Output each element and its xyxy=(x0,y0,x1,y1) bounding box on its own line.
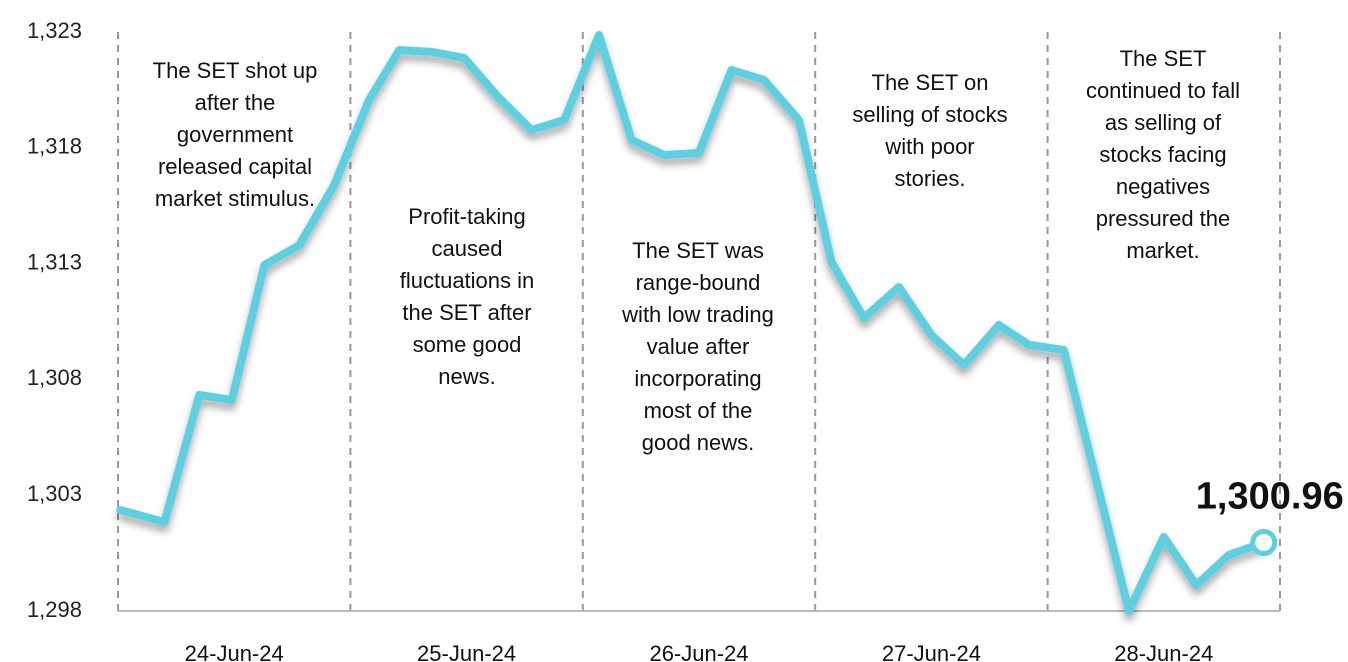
x-tick-label: 26-Jun-24 xyxy=(649,641,748,662)
y-tick-label: 1,323 xyxy=(27,18,82,43)
y-tick-label: 1,298 xyxy=(27,597,82,622)
annotation: continued to fall xyxy=(1086,78,1240,103)
annotation: The SET xyxy=(1120,46,1207,71)
annotation: market. xyxy=(1126,238,1199,263)
annotation: most of the xyxy=(644,398,753,423)
annotation: government xyxy=(177,122,293,147)
annotation: caused xyxy=(432,236,503,261)
annotation: released capital xyxy=(158,154,312,179)
annotation: The SET was xyxy=(632,238,764,263)
x-tick-label: 28-Jun-24 xyxy=(1114,641,1213,662)
y-tick-label: 1,308 xyxy=(27,365,82,390)
annotation: with poor xyxy=(884,134,974,159)
y-tick-label: 1,313 xyxy=(27,249,82,274)
annotation: good news. xyxy=(642,430,755,455)
annotation: The SET on xyxy=(872,70,989,95)
annotation: as selling of xyxy=(1105,110,1222,135)
annotation: value after xyxy=(647,334,750,359)
x-tick-label: 25-Jun-24 xyxy=(417,641,516,662)
y-tick-label: 1,303 xyxy=(27,481,82,506)
annotation: with low trading xyxy=(621,302,774,327)
annotation: selling of stocks xyxy=(852,102,1007,127)
price-line xyxy=(116,31,1268,615)
x-tick-label: 27-Jun-24 xyxy=(882,641,981,662)
end-marker xyxy=(1250,528,1278,556)
annotation: after the xyxy=(195,90,276,115)
annotation: negatives xyxy=(1116,174,1210,199)
annotation: some good xyxy=(413,332,522,357)
x-tick-label: 24-Jun-24 xyxy=(185,641,284,662)
y-tick-label: 1,318 xyxy=(27,134,82,159)
annotation: news. xyxy=(438,364,495,389)
annotation: Profit-taking xyxy=(408,204,525,229)
annotation: incorporating xyxy=(634,366,761,391)
annotation: pressured the xyxy=(1096,206,1231,231)
annotation: The SET shot up xyxy=(153,58,318,83)
annotation: stories. xyxy=(895,166,966,191)
value-label: 1,300.96 xyxy=(1196,475,1344,517)
annotation: market stimulus. xyxy=(155,186,315,211)
annotation: fluctuations in xyxy=(400,268,535,293)
annotation: stocks facing xyxy=(1099,142,1226,167)
annotation: range-bound xyxy=(636,270,761,295)
annotation: the SET after xyxy=(402,300,531,325)
